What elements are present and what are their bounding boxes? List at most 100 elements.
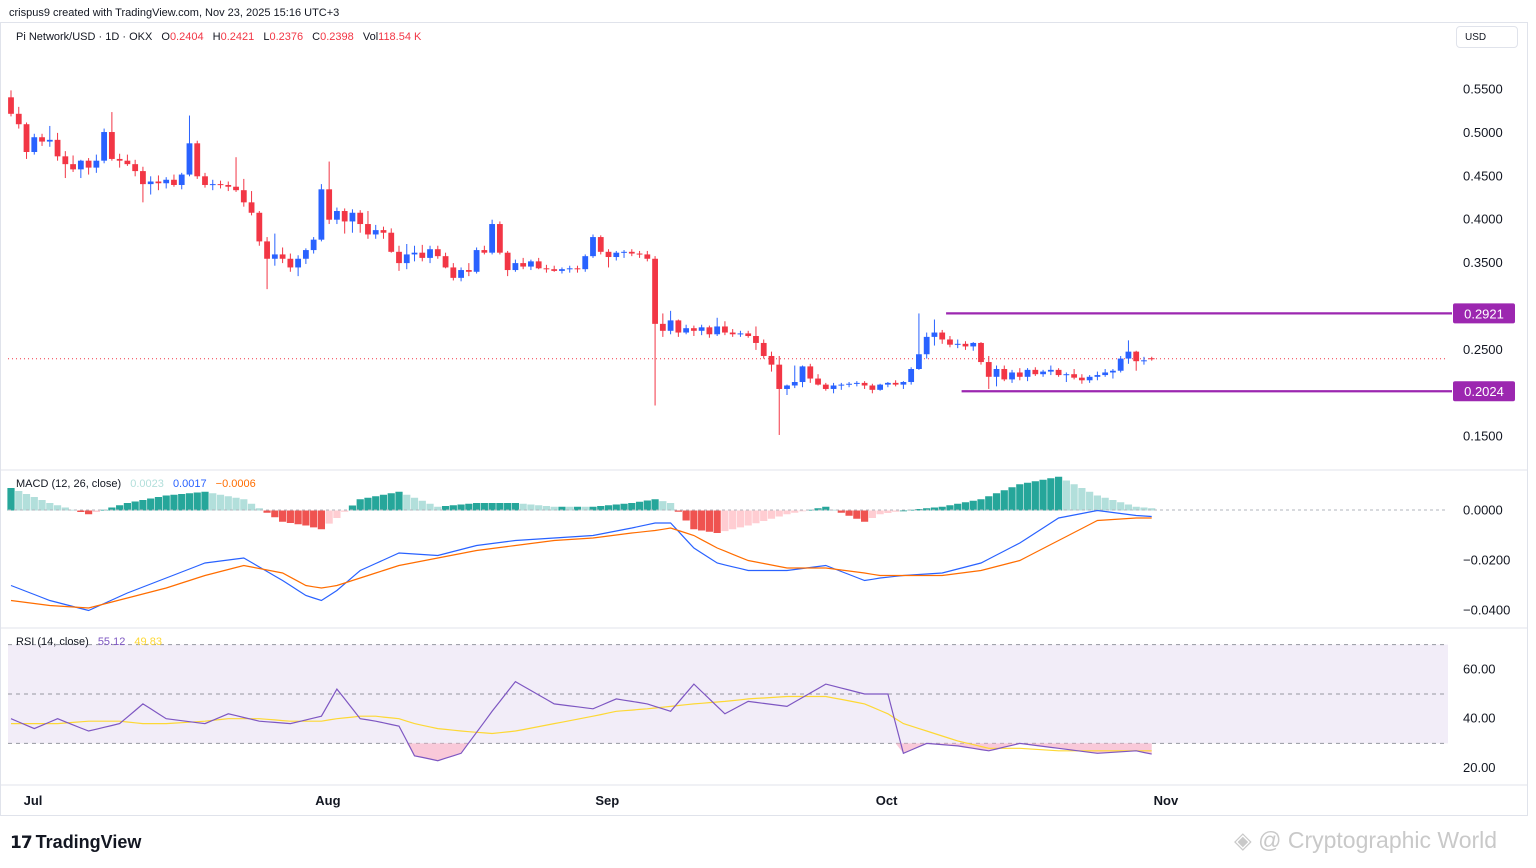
candle-body (271, 254, 278, 259)
macd-signal-line (10, 517, 1152, 609)
candle-body (652, 258, 658, 324)
candle-body (465, 270, 472, 272)
level-price-tag (1453, 303, 1515, 324)
candle-body (396, 251, 402, 264)
candle-body (124, 160, 131, 165)
candle-body (248, 202, 255, 213)
macd-histogram-bar (488, 503, 496, 511)
macd-histogram-bar (705, 510, 713, 532)
macd-histogram-bar (620, 503, 628, 511)
candle-body (698, 327, 705, 331)
macd-histogram-bar (1047, 478, 1055, 511)
macd-histogram-bar (77, 510, 85, 512)
macd-histogram-bar (1023, 482, 1032, 511)
macd-histogram-bar (434, 506, 442, 511)
symbol-label[interactable]: Pi Network/USD · 1D · OKX (16, 31, 153, 43)
chart-frame (0, 22, 1528, 816)
macd-histogram-bar (992, 493, 1001, 511)
candle-body (140, 171, 146, 185)
macd-histogram-bar (22, 494, 31, 511)
rsi-line (10, 680, 1152, 762)
macd-histogram-bar (395, 491, 403, 511)
macd-histogram-bar (279, 510, 287, 522)
tradingview-logo[interactable]: 𝟭𝟳 TradingView (10, 832, 141, 853)
candle-body (450, 267, 457, 278)
candle-body (504, 252, 511, 271)
candle-body (442, 256, 449, 268)
candle-body (31, 137, 38, 152)
candle-body (163, 179, 170, 184)
candle-body (722, 326, 728, 333)
price-axis-tick: 0.5500 (1463, 82, 1503, 97)
time-axis-label: Sep (595, 793, 619, 808)
macd-histogram-bar (744, 510, 752, 526)
macd-histogram-bar (473, 503, 481, 511)
macd-histogram-bar (573, 506, 582, 511)
macd-histogram-bar (1039, 479, 1047, 511)
macd-histogram-bar (643, 500, 651, 511)
tradingview-logo-text: TradingView (35, 832, 142, 852)
candle-body (240, 190, 247, 203)
candle-body (590, 237, 596, 257)
rsi-axis-tick: 40.00 (1463, 711, 1496, 726)
volume-value: 118.54 K (378, 31, 422, 43)
macd-legend: MACD (12, 26, close) 0.0023 0.0017 −0.00… (16, 478, 256, 490)
macd-histogram-bar (30, 497, 38, 511)
candle-body (496, 224, 503, 253)
candle-body (737, 333, 744, 335)
rsi-title[interactable]: RSI (14, close) (16, 636, 89, 648)
time-axis-label: Aug (315, 793, 340, 808)
candle-body (256, 212, 263, 242)
macd-histogram-bar (899, 510, 907, 512)
macd-histogram-bar (1140, 507, 1148, 511)
candle-body (1016, 372, 1023, 377)
candle-body (1086, 376, 1093, 381)
candle-body (155, 181, 162, 184)
macd-histogram-bar (868, 510, 876, 518)
candle-body (675, 320, 682, 333)
candle-body (877, 384, 884, 390)
macd-histogram-bar (775, 510, 783, 517)
candle-body (807, 366, 814, 379)
macd-histogram-bar (930, 507, 939, 511)
macd-histogram-bar (535, 505, 543, 511)
macd-histogram-bar (589, 506, 597, 511)
macd-histogram-bar (7, 488, 15, 511)
macd-histogram-bar (271, 510, 279, 518)
macd-histogram-bar (690, 510, 698, 530)
candle-body (760, 342, 767, 356)
macd-axis-tick: −0.0200 (1463, 553, 1510, 568)
macd-histogram-bar (123, 503, 131, 511)
macd-histogram-bar (333, 510, 341, 518)
candle-body (225, 184, 232, 187)
macd-histogram-bar (15, 491, 23, 511)
macd-title[interactable]: MACD (12, 26, close) (16, 478, 122, 490)
macd-histogram-bar (604, 505, 613, 511)
macd-histogram-bar (364, 497, 372, 511)
macd-histogram-bar (752, 510, 760, 524)
candle-body (264, 241, 270, 259)
candle-body (1078, 377, 1085, 381)
watermark-text: @ Cryptographic World (1258, 827, 1498, 853)
candle-body (147, 181, 154, 185)
macd-histogram-bar (1008, 487, 1016, 511)
candle-body (372, 230, 379, 235)
candle-body (419, 252, 426, 258)
macd-histogram-bar (1000, 490, 1008, 511)
candle-body (1148, 358, 1155, 360)
candle-body (202, 176, 208, 185)
macd-histogram-bar (247, 503, 256, 511)
high-value: 0.2421 (220, 31, 255, 43)
macd-histogram-bar (1124, 504, 1133, 511)
macd-histogram-bar (861, 510, 869, 522)
candle-body (1117, 358, 1124, 371)
price-axis-tick: 0.1500 (1463, 429, 1503, 444)
macd-histogram-bar (791, 510, 799, 513)
close-value: 0.2398 (320, 31, 354, 43)
currency-badge[interactable]: USD (1456, 26, 1518, 48)
macd-histogram-bar (403, 494, 411, 511)
candle-body (233, 186, 239, 191)
candle-body (667, 320, 674, 331)
macd-histogram-bar (969, 500, 977, 511)
